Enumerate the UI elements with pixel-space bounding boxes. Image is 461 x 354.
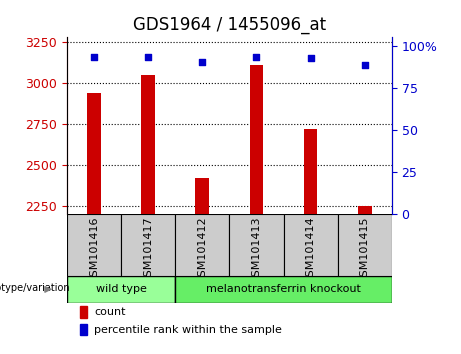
Point bbox=[90, 55, 98, 60]
Text: GSM101416: GSM101416 bbox=[89, 216, 99, 284]
Point bbox=[199, 59, 206, 64]
Text: GSM101414: GSM101414 bbox=[306, 216, 316, 284]
Bar bbox=[142, 75, 155, 214]
Point bbox=[307, 55, 314, 61]
Point bbox=[253, 54, 260, 59]
Text: GSM101412: GSM101412 bbox=[197, 216, 207, 284]
FancyBboxPatch shape bbox=[284, 214, 337, 276]
Bar bbox=[87, 93, 100, 214]
Text: GSM101417: GSM101417 bbox=[143, 216, 153, 284]
Text: GSM101415: GSM101415 bbox=[360, 216, 370, 284]
Title: GDS1964 / 1455096_at: GDS1964 / 1455096_at bbox=[133, 17, 326, 34]
Point bbox=[144, 54, 152, 59]
Text: genotype/variation: genotype/variation bbox=[0, 283, 70, 293]
Bar bbox=[80, 324, 87, 335]
Bar bbox=[358, 206, 372, 214]
Text: GSM101413: GSM101413 bbox=[251, 216, 261, 284]
Bar bbox=[250, 65, 263, 214]
FancyBboxPatch shape bbox=[67, 214, 121, 276]
Text: wild type: wild type bbox=[95, 284, 147, 295]
FancyBboxPatch shape bbox=[67, 276, 175, 303]
Text: count: count bbox=[95, 307, 126, 317]
Bar bbox=[80, 306, 87, 318]
Point bbox=[361, 62, 368, 68]
Bar bbox=[195, 178, 209, 214]
FancyBboxPatch shape bbox=[175, 214, 229, 276]
FancyBboxPatch shape bbox=[337, 214, 392, 276]
Bar bbox=[304, 129, 317, 214]
FancyBboxPatch shape bbox=[229, 214, 284, 276]
FancyBboxPatch shape bbox=[175, 276, 392, 303]
FancyBboxPatch shape bbox=[121, 214, 175, 276]
Text: melanotransferrin knockout: melanotransferrin knockout bbox=[206, 284, 361, 295]
Text: percentile rank within the sample: percentile rank within the sample bbox=[95, 325, 282, 335]
